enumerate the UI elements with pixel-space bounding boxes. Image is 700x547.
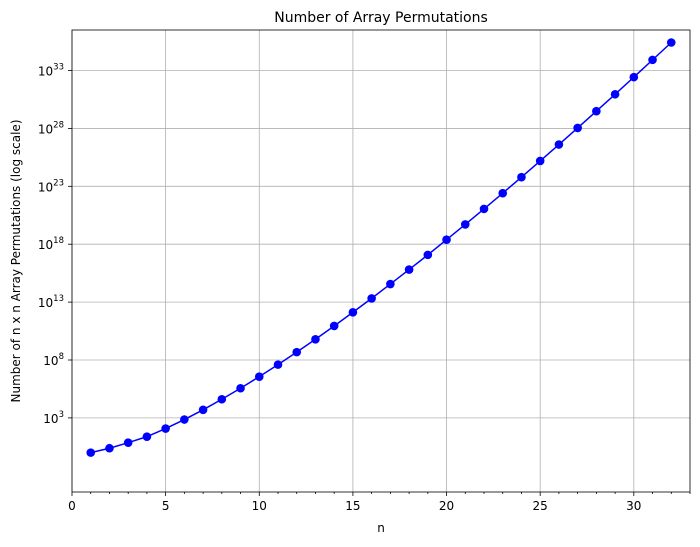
series-layer — [86, 38, 676, 457]
data-point-13 — [311, 334, 320, 344]
y-tick-label-3: 103 — [43, 410, 64, 426]
data-point-23 — [498, 188, 508, 198]
data-point-20 — [442, 235, 451, 244]
data-point-19 — [423, 250, 433, 260]
data-point-4 — [142, 432, 152, 441]
y-tick-label-33: 1033 — [38, 63, 64, 79]
x-tick-label-5: 5 — [162, 499, 170, 513]
data-point-1 — [86, 448, 96, 457]
data-point-24 — [517, 172, 526, 182]
x-tick-label-15: 15 — [345, 499, 360, 513]
y-tick-label-18: 1018 — [38, 236, 64, 252]
data-point-18 — [404, 265, 414, 274]
data-point-21 — [460, 220, 470, 229]
data-point-8 — [217, 394, 227, 404]
data-point-7 — [198, 405, 208, 415]
y-tick-label-23: 1023 — [38, 178, 64, 194]
data-point-9 — [236, 383, 245, 393]
axes-frame — [71, 29, 691, 493]
x-tick-label-25: 25 — [533, 499, 548, 513]
data-point-16 — [367, 294, 376, 303]
x-tick-label-20: 20 — [439, 499, 454, 513]
data-point-31 — [648, 55, 657, 65]
x-tick-label-0: 0 — [68, 499, 76, 513]
data-point-3 — [123, 438, 133, 447]
data-point-29 — [610, 89, 620, 99]
chart-title: Number of Array Permutations — [274, 10, 488, 26]
y-axis-label: Number of n x n Array Permutations (log … — [9, 119, 23, 402]
data-point-2 — [105, 443, 114, 453]
data-point-26 — [554, 140, 564, 149]
x-tick-label-30: 30 — [626, 499, 641, 513]
data-point-6 — [180, 415, 189, 424]
data-point-14 — [329, 321, 339, 331]
y-tick-label-8: 108 — [43, 352, 64, 368]
y-tick-label-28: 1028 — [38, 120, 64, 136]
data-point-11 — [273, 360, 283, 369]
data-point-25 — [535, 156, 545, 166]
data-point-30 — [629, 72, 639, 82]
grid-layer — [71, 30, 690, 492]
data-point-32 — [666, 38, 676, 47]
x-axis-label: n — [377, 521, 385, 535]
data-point-28 — [592, 106, 601, 116]
data-point-5 — [161, 424, 170, 433]
data-point-10 — [254, 372, 264, 381]
data-point-15 — [348, 307, 358, 317]
data-point-17 — [386, 279, 395, 289]
tick-layer: 0 5 10 15 20 25 30 103 108 1013 1018 1023 1028 1033 — [38, 63, 691, 513]
x-tick-label-10: 10 — [252, 499, 267, 513]
data-point-27 — [573, 123, 582, 133]
data-point-22 — [479, 204, 489, 214]
data-point-12 — [292, 347, 302, 357]
y-tick-label-13: 1013 — [38, 294, 64, 310]
